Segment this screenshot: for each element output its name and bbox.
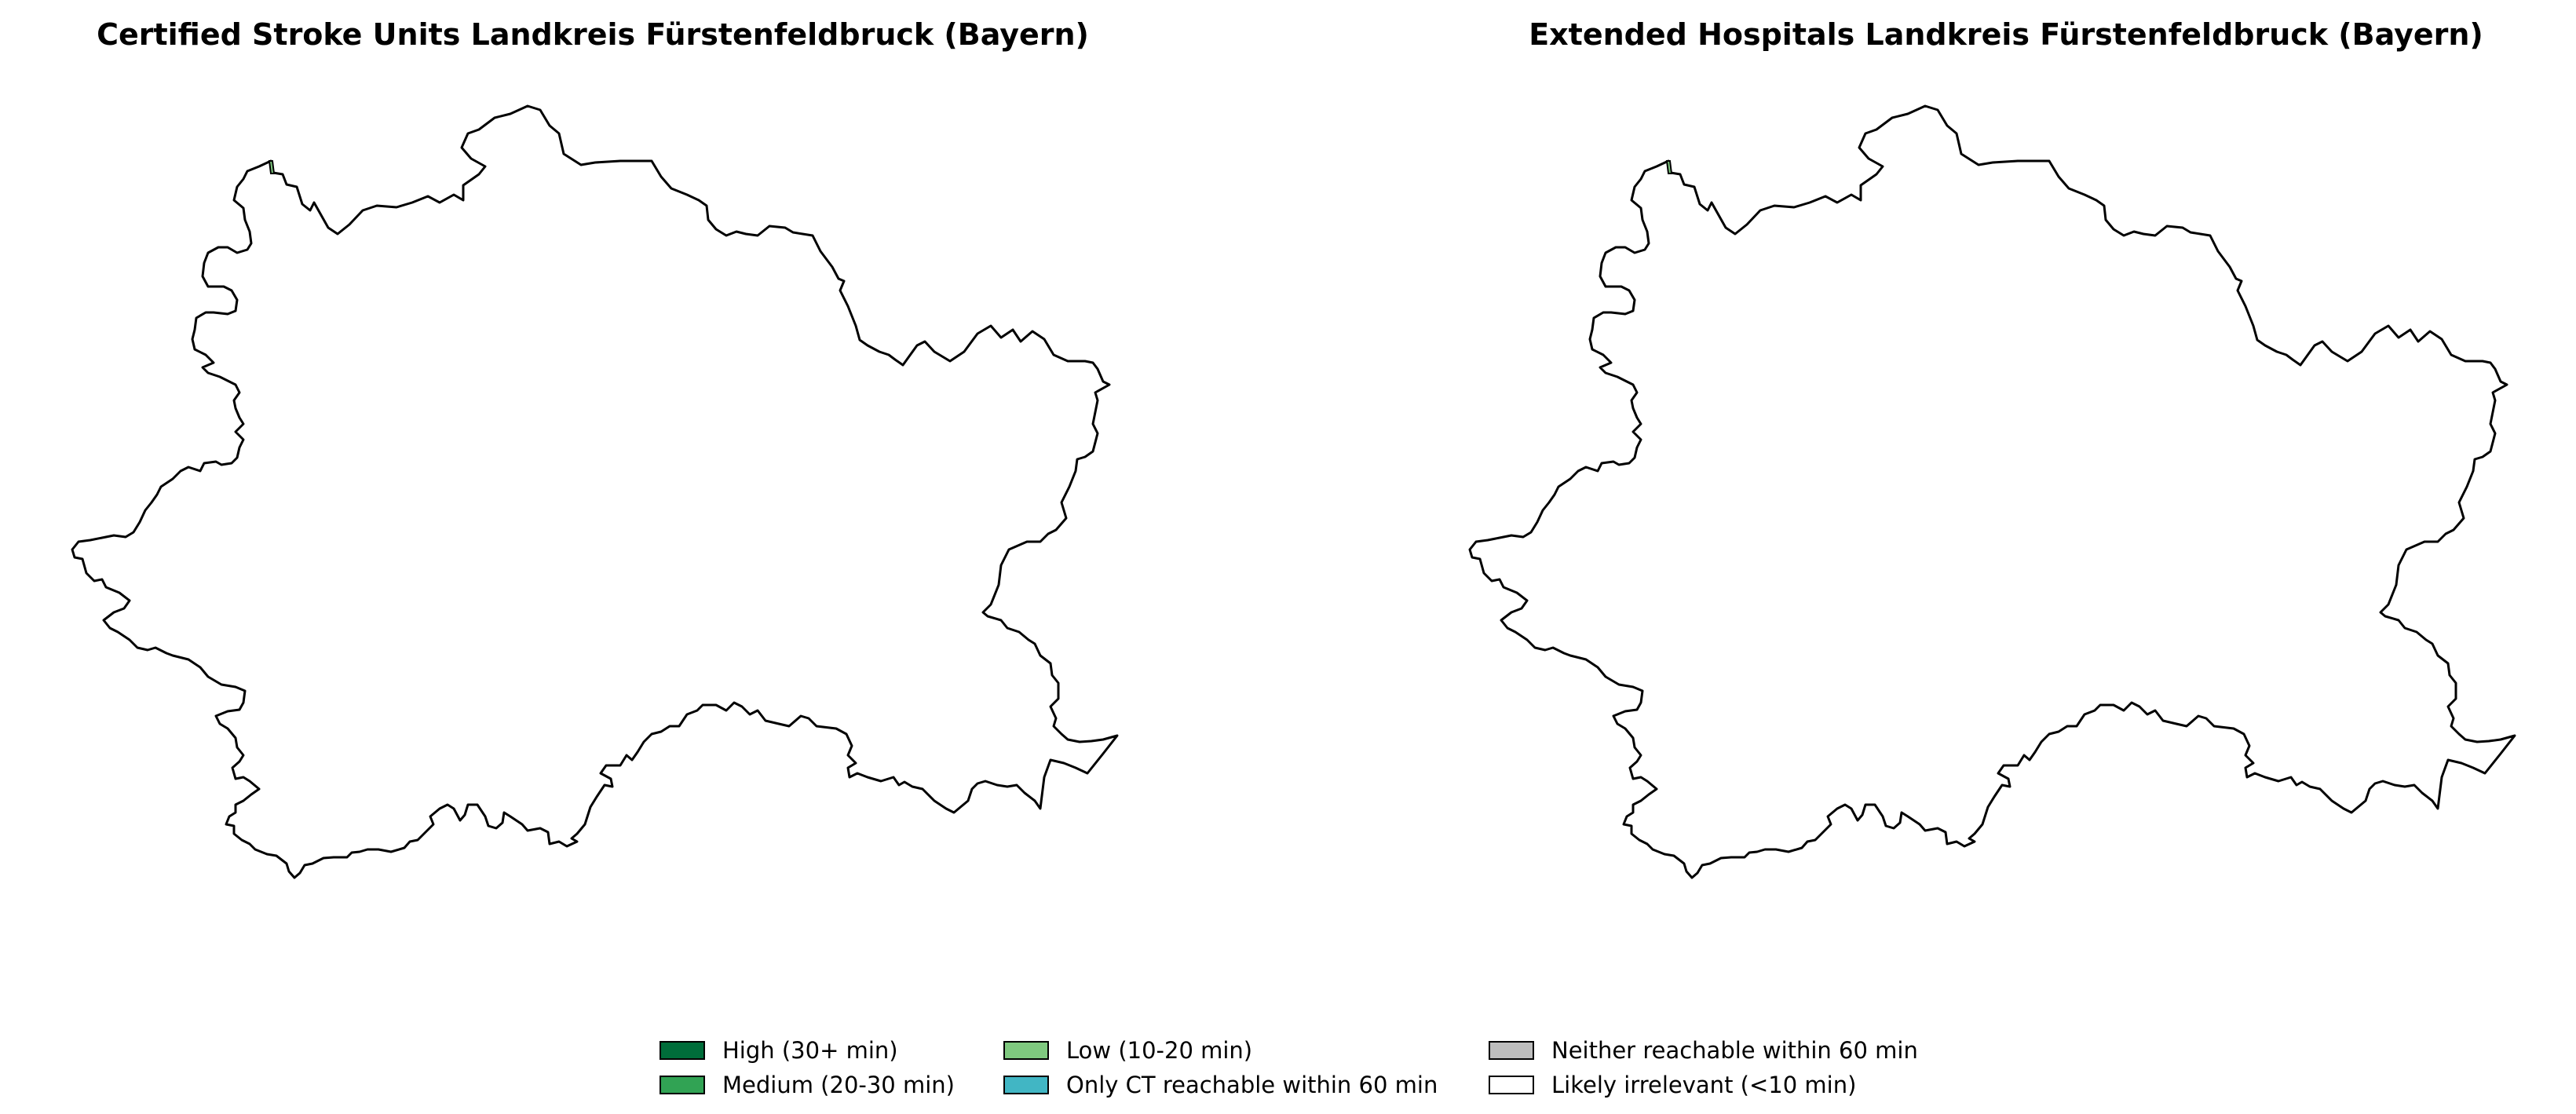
map-extended-hospitals <box>1468 104 2516 879</box>
legend-item-neither: Neither reachable within 60 min <box>1489 1035 1918 1066</box>
map-stroke-units <box>71 104 1119 879</box>
legend-swatch-high <box>660 1041 705 1060</box>
legend-label-medium: Medium (20-30 min) <box>722 1072 955 1098</box>
map-panel-extended-hospitals: Extended Hospitals Landkreis Fürstenfeld… <box>1398 0 2576 981</box>
legend-label-neither: Neither reachable within 60 min <box>1551 1037 1918 1064</box>
legend-item-low: Low (10-20 min) <box>1003 1035 1252 1066</box>
legend-swatch-only-ct <box>1003 1076 1049 1094</box>
legend-swatch-low <box>1003 1041 1049 1060</box>
region-highlight-low <box>268 160 276 174</box>
district-outline-fuerstenfeldbruck <box>71 104 1119 879</box>
district-outline-fuerstenfeldbruck <box>1468 104 2516 879</box>
legend-swatch-neither <box>1489 1041 1534 1060</box>
legend-label-high: High (30+ min) <box>722 1037 898 1064</box>
legend-item-high: High (30+ min) <box>660 1035 898 1066</box>
legend-label-low: Low (10-20 min) <box>1066 1037 1253 1064</box>
legend-item-only-ct: Only CT reachable within 60 min <box>1003 1069 1438 1101</box>
legend-label-irrelevant: Likely irrelevant (<10 min) <box>1551 1072 1857 1098</box>
legend-swatch-medium <box>660 1076 705 1094</box>
map-title-stroke-units: Certified Stroke Units Landkreis Fürsten… <box>97 17 1089 52</box>
map-title-extended-hospitals: Extended Hospitals Landkreis Fürstenfeld… <box>1529 17 2483 52</box>
legend-item-irrelevant: Likely irrelevant (<10 min) <box>1489 1069 1856 1101</box>
legend-label-only-ct: Only CT reachable within 60 min <box>1066 1072 1438 1098</box>
map-panel-stroke-units: Certified Stroke Units Landkreis Fürsten… <box>0 0 1288 981</box>
map-legend: High (30+ min) Medium (20-30 min) Low (1… <box>660 1035 1994 1105</box>
legend-item-medium: Medium (20-30 min) <box>660 1069 955 1101</box>
legend-swatch-irrelevant <box>1489 1076 1534 1094</box>
region-highlight-low <box>1665 160 1673 174</box>
